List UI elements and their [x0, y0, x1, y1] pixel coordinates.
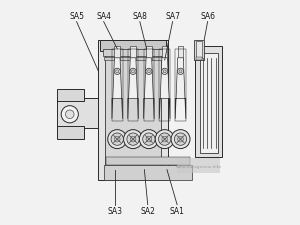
- Bar: [103, 50, 164, 56]
- Bar: [144, 50, 154, 122]
- Circle shape: [174, 133, 187, 146]
- Bar: [57, 90, 85, 101]
- Bar: [128, 50, 138, 122]
- Circle shape: [111, 133, 123, 146]
- Circle shape: [155, 130, 174, 149]
- Bar: [104, 57, 162, 61]
- Circle shape: [65, 110, 74, 119]
- Bar: [162, 47, 167, 61]
- Bar: [130, 47, 136, 61]
- Circle shape: [179, 70, 182, 74]
- Circle shape: [177, 69, 184, 75]
- Text: SA6: SA6: [200, 12, 215, 21]
- Text: www.autogenius.info: www.autogenius.info: [176, 164, 221, 168]
- Text: SA1: SA1: [170, 207, 184, 216]
- Bar: [178, 47, 183, 61]
- Text: SA4: SA4: [96, 12, 111, 21]
- Circle shape: [114, 137, 120, 142]
- Text: SA5: SA5: [69, 12, 84, 21]
- Bar: [195, 47, 222, 158]
- Bar: [175, 50, 186, 122]
- Bar: [112, 50, 122, 122]
- Circle shape: [61, 106, 78, 123]
- Circle shape: [158, 133, 171, 146]
- Polygon shape: [128, 58, 138, 119]
- Bar: [98, 40, 168, 180]
- Text: SA7: SA7: [165, 12, 180, 21]
- Circle shape: [147, 70, 150, 74]
- Circle shape: [178, 137, 183, 142]
- Circle shape: [114, 69, 120, 75]
- Circle shape: [146, 137, 152, 142]
- Text: SA3: SA3: [107, 207, 122, 216]
- Bar: [177, 159, 220, 173]
- Bar: [159, 50, 170, 122]
- Circle shape: [163, 70, 166, 74]
- Text: SA2: SA2: [140, 207, 155, 216]
- Circle shape: [143, 133, 155, 146]
- Circle shape: [108, 130, 127, 149]
- Circle shape: [140, 130, 158, 149]
- Circle shape: [124, 130, 142, 149]
- Polygon shape: [159, 58, 170, 119]
- Bar: [194, 40, 204, 61]
- Circle shape: [146, 69, 152, 75]
- Bar: [106, 158, 190, 165]
- Bar: [196, 42, 202, 58]
- Bar: [100, 40, 166, 52]
- Bar: [114, 47, 120, 61]
- Polygon shape: [144, 58, 154, 119]
- Polygon shape: [112, 58, 122, 119]
- Bar: [57, 99, 98, 128]
- Bar: [57, 126, 85, 140]
- Circle shape: [130, 137, 136, 142]
- Bar: [146, 47, 152, 61]
- Text: SA8: SA8: [132, 12, 147, 21]
- Circle shape: [130, 69, 136, 75]
- Circle shape: [162, 69, 168, 75]
- Circle shape: [127, 133, 139, 146]
- Circle shape: [171, 130, 190, 149]
- Bar: [105, 47, 161, 173]
- Bar: [104, 165, 192, 180]
- Circle shape: [162, 137, 167, 142]
- Circle shape: [116, 70, 119, 74]
- Circle shape: [132, 70, 134, 74]
- Polygon shape: [175, 58, 186, 119]
- Bar: [196, 58, 202, 61]
- Bar: [200, 54, 218, 153]
